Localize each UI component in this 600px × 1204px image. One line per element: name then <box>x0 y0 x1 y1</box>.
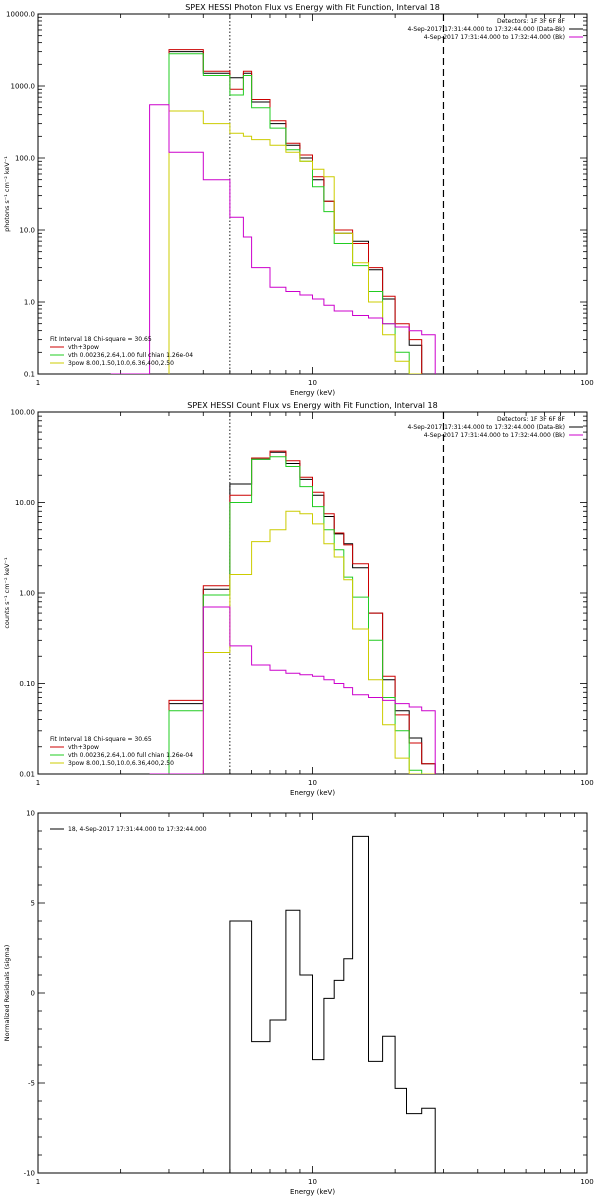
series-line-data-bk <box>168 451 436 774</box>
legend-topright-text: 4-Sep-2017 17:31:44.000 to 17:32:44.000 … <box>424 34 565 41</box>
y-tick-label: 0.1 <box>24 371 35 379</box>
legend-bottomleft-text: vth 0.00236,2.64,1.00 full chian 1.26e-0… <box>68 752 193 759</box>
x-axis-label: Energy (keV) <box>290 789 335 797</box>
legend-topright-text: Detectors: 1F 3F 6F 8F <box>497 416 566 423</box>
y-axis-label: Normalized Residuals (sigma) <box>3 945 11 1042</box>
y-tick-label: -10 <box>24 1170 35 1178</box>
y-tick-label: 5 <box>31 900 35 908</box>
legend-topleft-text: 18, 4-Sep-2017 17:31:44.000 to 17:32:44.… <box>68 826 207 833</box>
series-group <box>229 835 444 1173</box>
x-tick-label: 100 <box>580 379 593 387</box>
plot-frame <box>37 13 588 375</box>
y-tick-label: 1.0 <box>24 299 35 307</box>
legend-bottomleft-text: Fit Interval 18 Chi-square = 30.65 <box>50 336 152 343</box>
series-group <box>149 450 436 774</box>
plot-frame <box>37 411 588 775</box>
legend-topright-text: Detectors: 1F 3F 6F 8F <box>497 18 566 25</box>
x-tick-label: 10 <box>308 779 317 787</box>
series-group <box>110 49 436 374</box>
y-tick-label: 10 <box>26 810 35 818</box>
legend-bottomleft-text: vth 0.00236,2.64,1.00 full chian 1.26e-0… <box>68 352 193 359</box>
series-line-vth-3pow <box>168 450 436 774</box>
chart-panel-1: 1 10 100 0.1 1.0 10.0 100.0 1000.0 10000.0 SPEX H… <box>3 3 594 397</box>
y-tick-label: 10.00 <box>15 499 35 507</box>
series-line-bk <box>110 104 436 374</box>
legend-bottomleft-text: 3pow 8.00,1.50,10.0,6.36,400,2.50 <box>68 360 174 367</box>
legend-bottomleft-text: Fit Interval 18 Chi-square = 30.65 <box>50 736 152 743</box>
y-tick-label: 0.01 <box>19 771 35 779</box>
x-tick-label: 100 <box>580 1178 593 1186</box>
chart-title: SPEX HESSI Count Flux vs Energy with Fit… <box>187 401 438 410</box>
series-line-data-bk <box>168 51 423 374</box>
y-tick-label: 1.00 <box>19 590 35 598</box>
x-tick-label: 10 <box>308 1178 317 1186</box>
x-tick-label: 100 <box>580 779 593 787</box>
y-axis-label: counts s⁻¹ cm⁻² keV⁻¹ <box>3 557 11 629</box>
x-axis-label: Energy (keV) <box>290 1188 335 1196</box>
legend-bottomleft-text: vth+3pow <box>68 744 99 751</box>
legend-bottomleft-text: 3pow 8.00,1.50,10.0,6.36,400,2.50 <box>68 760 174 767</box>
legend-topright-text: 4-Sep-2017 17:31:44.000 to 17:32:44.000 … <box>407 424 565 431</box>
legend-bottomleft-text: vth+3pow <box>68 344 99 351</box>
x-tick-label: 1 <box>36 1178 40 1186</box>
chart-panel-2: 1 10 100 0.01 0.10 1.00 10.00 100.00 SPEX HESSI … <box>3 401 594 797</box>
y-tick-label: 0 <box>31 990 35 998</box>
series-line-vth-3pow <box>168 49 423 374</box>
y-axis-label: photons s⁻¹ cm⁻² keV⁻¹ <box>3 156 11 232</box>
y-tick-label: 1000.0 <box>11 83 36 91</box>
series-line-18 <box>229 835 444 1173</box>
legend-topright-text: 4-Sep-2017 17:31:44.000 to 17:32:44.000 … <box>424 432 565 439</box>
chart-panel-3: 1 10 100 -10 -5 0 5 10 Energy (keV) Normalized Re… <box>3 810 594 1197</box>
x-tick-label: 1 <box>36 779 40 787</box>
x-tick-label: 10 <box>308 379 317 387</box>
y-tick-label: 100.0 <box>15 155 35 163</box>
series-line-3pow <box>169 510 436 774</box>
y-tick-label: 100.00 <box>11 409 36 417</box>
series-line-bk <box>149 606 436 774</box>
x-axis-label: Energy (keV) <box>290 389 335 397</box>
series-line-3pow <box>168 110 422 374</box>
y-tick-label: -5 <box>28 1080 35 1088</box>
series-line-vth <box>168 53 422 374</box>
y-tick-label: 0.10 <box>19 680 35 688</box>
chart-title: SPEX HESSI Photon Flux vs Energy with Fi… <box>185 3 440 12</box>
x-tick-label: 1 <box>36 379 40 387</box>
y-tick-label: 10.0 <box>19 227 35 235</box>
legend-topright-text: 4-Sep-2017 17:31:44.000 to 17:32:44.000 … <box>407 26 565 33</box>
y-tick-label: 10000.0 <box>6 11 35 19</box>
